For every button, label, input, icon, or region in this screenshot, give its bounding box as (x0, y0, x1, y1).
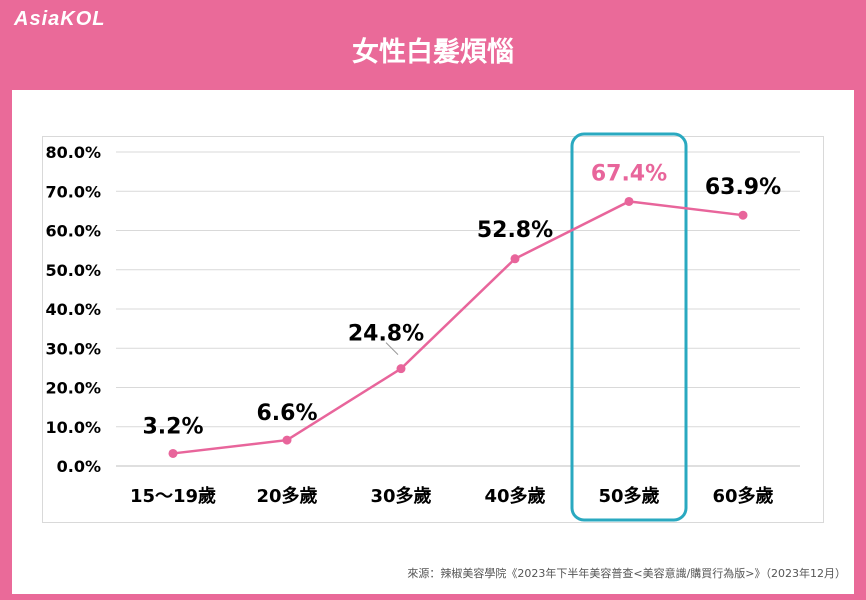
data-point (624, 196, 634, 206)
data-label: 6.6% (256, 401, 317, 426)
x-tick-label: 30多歲 (370, 485, 431, 507)
y-tick-label: 70.0% (45, 182, 101, 201)
y-tick-label: 60.0% (45, 222, 101, 241)
y-tick-label: 40.0% (45, 300, 101, 319)
source-note: 來源：辣椒美容學院《2023年下半年美容普查<美容意識/購買行為版>》（2023… (407, 567, 846, 580)
label-leader-line (385, 342, 399, 356)
data-point (510, 254, 520, 264)
data-label: 24.8% (348, 322, 424, 347)
data-label: 67.4% (591, 161, 667, 186)
series-line (172, 200, 744, 455)
data-point (738, 210, 748, 220)
y-tick-label: 50.0% (45, 261, 101, 280)
x-tick-label: 40多歲 (484, 485, 545, 507)
y-tick-label: 10.0% (45, 418, 101, 437)
x-tick-label: 15～19歲 (130, 485, 216, 507)
x-tick-label: 50多歲 (598, 485, 659, 507)
chart-area (42, 136, 824, 523)
y-tick-label: 0.0% (57, 457, 101, 476)
data-point (396, 364, 406, 374)
x-tick-label: 20多歲 (256, 485, 317, 507)
page-title: 女性白髮煩惱 (352, 37, 514, 68)
brand-logo: AsiaKOL (14, 8, 106, 30)
data-point (282, 435, 292, 445)
y-tick-label: 20.0% (45, 379, 101, 398)
data-label: 52.8% (477, 218, 553, 243)
x-tick-label: 60多歲 (712, 485, 773, 507)
highlight-box (570, 132, 688, 522)
data-label: 3.2% (142, 414, 203, 439)
data-label: 63.9% (705, 175, 781, 200)
y-tick-label: 30.0% (45, 339, 101, 358)
data-point (168, 448, 178, 458)
y-tick-label: 80.0% (45, 143, 101, 162)
